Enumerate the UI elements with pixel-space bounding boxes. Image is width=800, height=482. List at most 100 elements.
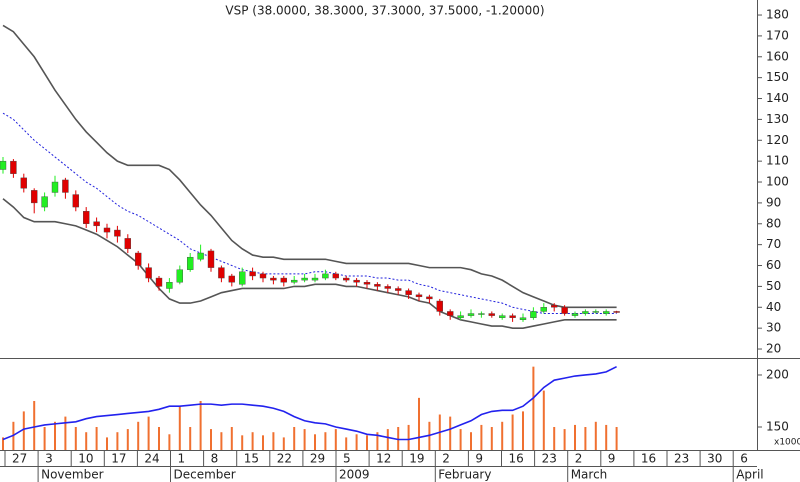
volume-bar bbox=[355, 434, 358, 450]
volume-bar bbox=[189, 427, 192, 450]
volume-bar bbox=[199, 400, 202, 450]
volume-bar bbox=[220, 432, 223, 450]
candle-body bbox=[374, 284, 381, 287]
y-tick-label: 170 bbox=[766, 28, 789, 42]
x-tick-label: 12 bbox=[376, 452, 391, 466]
candle-body bbox=[218, 267, 225, 279]
volume-bar bbox=[85, 432, 88, 450]
volume-bar bbox=[345, 437, 348, 450]
month-label: 2009 bbox=[339, 468, 370, 482]
candle-body bbox=[176, 269, 184, 283]
x-tick-label: 8 bbox=[211, 452, 219, 466]
volume-bar bbox=[251, 432, 254, 450]
x-tick-label: 24 bbox=[144, 452, 159, 466]
plot-layer: 2030405060708090100110120130140150160170… bbox=[0, 8, 800, 482]
candle-body bbox=[93, 221, 100, 227]
y-tick-label: 150 bbox=[766, 70, 789, 84]
candle-body bbox=[415, 294, 423, 298]
volume-bar bbox=[407, 424, 410, 450]
volume-unit: x1000 bbox=[774, 438, 800, 448]
candle-body bbox=[155, 277, 163, 287]
candle-body bbox=[31, 190, 38, 204]
volume-bar bbox=[293, 427, 296, 450]
y-tick-label: 90 bbox=[766, 195, 781, 209]
volume-bar bbox=[563, 429, 566, 450]
x-tick-label: 6 bbox=[740, 452, 748, 466]
volume-bar bbox=[574, 424, 576, 450]
volume-bar bbox=[366, 435, 368, 450]
candle-body bbox=[134, 252, 142, 266]
volume-bar bbox=[480, 424, 483, 450]
x-tick-label: 9 bbox=[475, 452, 483, 466]
x-tick-label: 2 bbox=[575, 452, 583, 466]
candle-body bbox=[228, 275, 236, 283]
y-tick-label: 130 bbox=[766, 112, 789, 126]
volume-line bbox=[2, 365, 617, 441]
candle-body bbox=[280, 277, 287, 283]
middle-band bbox=[2, 112, 617, 315]
x-tick-label: 19 bbox=[409, 452, 424, 466]
y-tick-label: 20 bbox=[766, 342, 781, 356]
y-tick-label: 60 bbox=[766, 258, 781, 272]
volume-bar bbox=[282, 437, 285, 450]
candle-body bbox=[10, 160, 17, 174]
candle-body bbox=[488, 313, 495, 316]
x-tick-label: 1 bbox=[178, 452, 186, 466]
volume-bar bbox=[210, 429, 212, 450]
candle-body bbox=[395, 288, 402, 291]
candle-body bbox=[311, 277, 319, 281]
volume-bar bbox=[272, 432, 275, 450]
candle-body bbox=[592, 311, 599, 313]
y-tick-label: 120 bbox=[766, 133, 789, 147]
y-tick-label: 40 bbox=[766, 300, 781, 314]
candle-body bbox=[62, 179, 69, 193]
y-tick-label: 80 bbox=[766, 216, 781, 230]
candle-body bbox=[249, 271, 256, 277]
x-tick-label: 15 bbox=[244, 452, 259, 466]
candle-body bbox=[363, 282, 371, 285]
volume-bar bbox=[324, 432, 327, 450]
volume-bar bbox=[470, 432, 472, 450]
y-tick-label: 180 bbox=[766, 8, 789, 22]
x-tick-label: 9 bbox=[608, 452, 616, 466]
candle-body bbox=[51, 181, 59, 193]
candle-body bbox=[82, 211, 90, 224]
candle-body bbox=[41, 196, 48, 208]
candle-body bbox=[405, 290, 412, 295]
month-label: April bbox=[736, 468, 763, 482]
volume-bar bbox=[449, 416, 452, 450]
y-tick-label: 70 bbox=[766, 237, 781, 251]
volume-bar bbox=[262, 435, 264, 450]
volume-bar bbox=[74, 427, 77, 450]
volume-bar bbox=[386, 429, 389, 450]
candle-body bbox=[613, 311, 620, 313]
x-tick-label: 5 bbox=[343, 452, 351, 466]
candle-body bbox=[530, 311, 537, 318]
volume-bar bbox=[314, 434, 316, 450]
x-tick-label: 23 bbox=[674, 452, 689, 466]
volume-bar bbox=[54, 421, 56, 450]
x-tick-label: 3 bbox=[45, 452, 53, 466]
volume-bar bbox=[376, 432, 379, 450]
x-tick-label: 16 bbox=[509, 452, 524, 466]
candle-body bbox=[0, 160, 7, 170]
x-tick-label: 10 bbox=[78, 452, 93, 466]
x-tick-label: 22 bbox=[277, 452, 292, 466]
candle-body bbox=[467, 313, 475, 316]
candle-body bbox=[72, 194, 80, 208]
candle-body bbox=[301, 277, 308, 281]
x-tick-label: 29 bbox=[310, 452, 325, 466]
candle-body bbox=[426, 296, 433, 300]
y-tick-label: 50 bbox=[766, 279, 781, 293]
candle-body bbox=[291, 279, 298, 283]
volume-bar bbox=[553, 427, 556, 450]
x-tick-label: 16 bbox=[641, 452, 656, 466]
candle-body bbox=[447, 311, 454, 316]
y-tick-label: 160 bbox=[766, 49, 789, 63]
candle-body bbox=[499, 315, 506, 318]
candle-body bbox=[582, 311, 589, 314]
candle-body bbox=[166, 282, 173, 289]
candle-body bbox=[509, 315, 516, 318]
